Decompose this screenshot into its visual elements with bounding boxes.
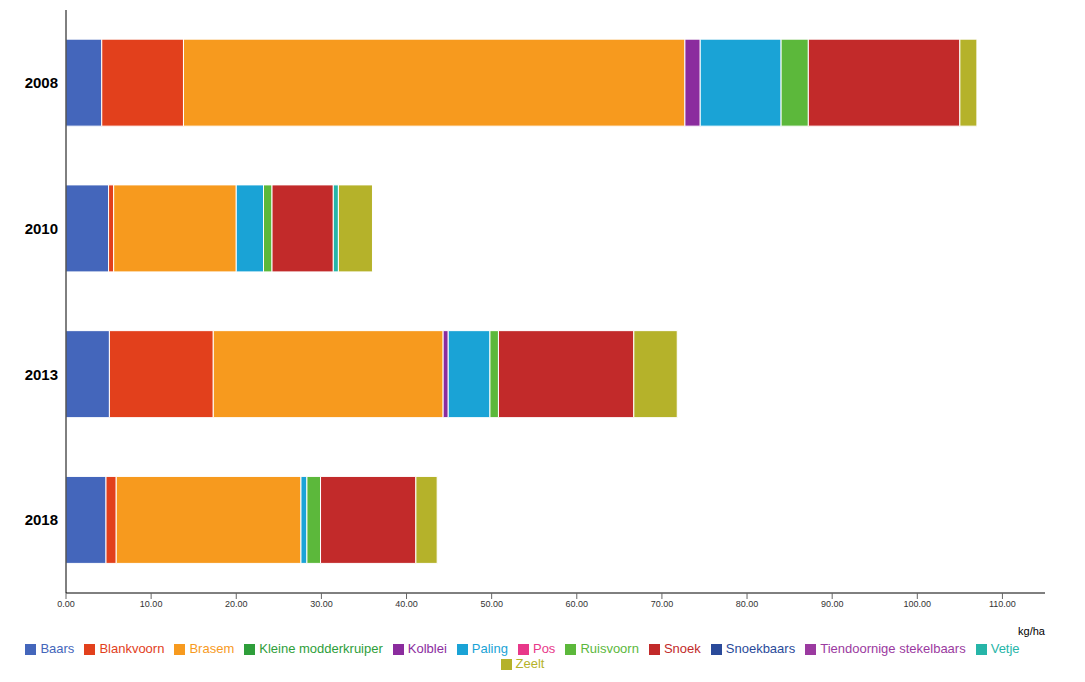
svg-text:20.00: 20.00 <box>225 599 248 609</box>
svg-text:80.00: 80.00 <box>736 599 759 609</box>
svg-text:2013: 2013 <box>25 366 58 383</box>
svg-text:2018: 2018 <box>25 511 58 528</box>
html-text:Tiendoornige stekelbaars: Tiendoornige stekelbaars <box>820 641 966 656</box>
html-text:Snoekbaars: Snoekbaars <box>725 641 796 656</box>
svg-text:kg/ha: kg/ha <box>1018 625 1046 637</box>
svg-text:10.00: 10.00 <box>140 599 163 609</box>
svg-text:60.00: 60.00 <box>566 599 589 609</box>
html-text:Brasem: Brasem <box>189 641 235 656</box>
html-text:Zeelt: Zeelt <box>515 656 545 671</box>
html-text:Ruisvoorn: Ruisvoorn <box>580 641 639 656</box>
svg-text:30.00: 30.00 <box>310 599 333 609</box>
svg-text:40.00: 40.00 <box>395 599 418 609</box>
html-text:Kolblei: Kolblei <box>407 641 447 656</box>
html-text:Paling: Paling <box>471 641 508 656</box>
svg-text:50.00: 50.00 <box>480 599 503 609</box>
svg-text:0.00: 0.00 <box>57 599 75 609</box>
svg-text:2010: 2010 <box>25 220 58 237</box>
html-text:Snoek: Snoek <box>663 641 701 656</box>
svg-text:100.00: 100.00 <box>904 599 932 609</box>
svg-text:110.00: 110.00 <box>989 599 1016 609</box>
svg-text:70.00: 70.00 <box>651 599 674 609</box>
html-text:Vetje: Vetje <box>990 641 1020 656</box>
html-text:Pos: Pos <box>533 641 556 656</box>
html-text:Kleine modderkruiper: Kleine modderkruiper <box>259 641 383 656</box>
svg-text:90.00: 90.00 <box>821 599 844 609</box>
html-text:Baars: Baars <box>40 641 75 656</box>
svg-text:2008: 2008 <box>25 74 58 91</box>
html-text:Blankvoorn: Blankvoorn <box>99 641 165 656</box>
